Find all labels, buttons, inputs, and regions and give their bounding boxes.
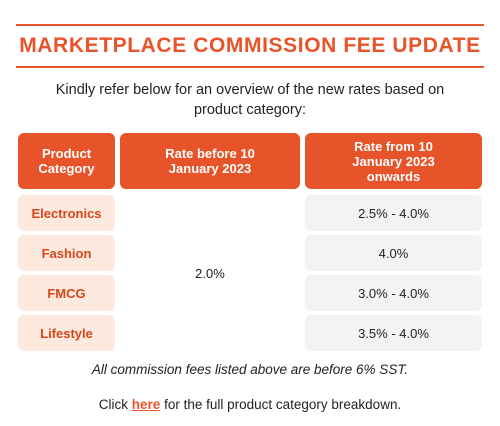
header-rate-from: Rate from 10 January 2023 onwards <box>305 133 482 189</box>
category-fashion: Fashion <box>18 235 115 271</box>
footer-prefix: Click <box>98 397 132 412</box>
header-rate-before: Rate before 10 January 2023 <box>120 133 300 189</box>
title-banner: MARKETPLACE COMMISSION FEE UPDATE <box>16 24 484 68</box>
rate-from-fashion: 4.0% <box>305 235 482 271</box>
category-lifestyle: Lifestyle <box>18 315 115 351</box>
header-rate-from-label: Rate from 10 January 2023 onwards <box>352 138 435 184</box>
category-fmcg: FMCG <box>18 275 115 311</box>
footer-suffix: for the full product category breakdown. <box>160 397 402 412</box>
category-electronics: Electronics <box>18 195 115 231</box>
header-product-category: Product Category <box>18 133 115 189</box>
sst-note: All commission fees listed above are bef… <box>91 362 409 377</box>
here-link[interactable]: here <box>131 397 161 412</box>
header-product-category-label: Product Category <box>38 146 95 176</box>
header-rate-before-label: Rate before 10 January 2023 <box>165 146 255 176</box>
intro-text: Kindly refer below for an overview of th… <box>55 82 445 118</box>
rate-from-lifestyle: 3.5% - 4.0% <box>305 315 482 351</box>
rate-before-merged-cell: 2.0% <box>120 195 300 352</box>
footer-text: Click here for the full product category… <box>20 397 480 412</box>
page-title: MARKETPLACE COMMISSION FEE UPDATE <box>19 34 481 57</box>
rate-from-fmcg: 3.0% - 4.0% <box>305 275 482 311</box>
rate-from-electronics: 2.5% - 4.0% <box>305 195 482 231</box>
